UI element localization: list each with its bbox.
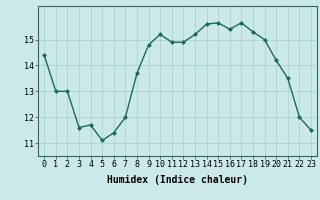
X-axis label: Humidex (Indice chaleur): Humidex (Indice chaleur) bbox=[107, 175, 248, 185]
